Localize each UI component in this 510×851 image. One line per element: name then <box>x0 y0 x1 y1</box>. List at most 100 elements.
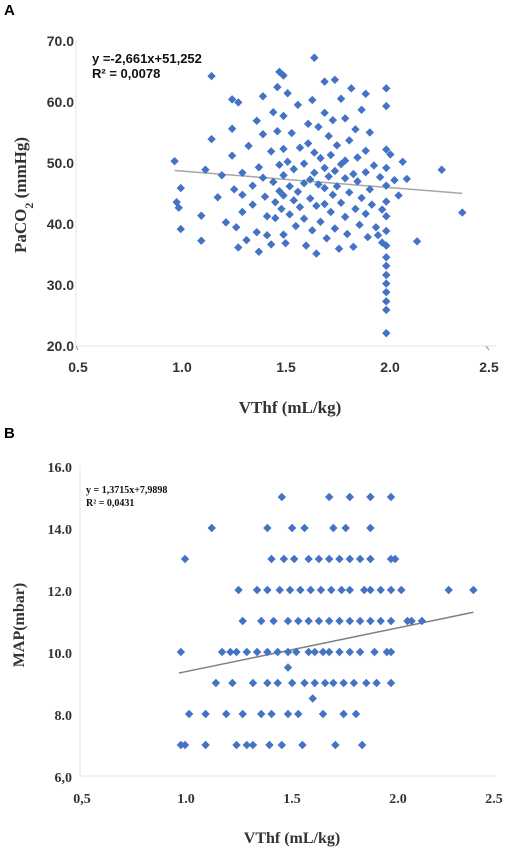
panel-b-point <box>339 678 348 688</box>
panel-a-point <box>349 169 358 179</box>
panel-a-x-tick-labels: 0.5 1.0 1.5 2.0 2.5 <box>68 359 499 375</box>
panel-a-point <box>361 167 370 177</box>
panel-a-point <box>320 183 329 193</box>
panel-b-point <box>357 740 367 750</box>
panel-b-points <box>176 492 478 750</box>
panel-a-point <box>377 205 387 214</box>
panel-a-point <box>371 223 381 232</box>
panel-b-point <box>234 585 243 595</box>
panel-b-point <box>267 554 276 564</box>
panel-b-point <box>263 647 272 657</box>
panel-b-point <box>292 647 301 657</box>
panel-a-point <box>275 160 284 170</box>
panel-a-point <box>285 210 294 219</box>
panel-b-point <box>390 554 400 564</box>
panel-b-point <box>310 678 319 688</box>
panel-a-point <box>328 115 338 125</box>
panel-a-point <box>382 101 391 111</box>
panel-a-point <box>324 131 333 141</box>
panel-b-point <box>362 678 371 688</box>
panel-a-point <box>227 95 237 104</box>
panel-a-point <box>382 145 391 154</box>
panel-a-point <box>330 224 340 233</box>
panel-b-point <box>355 647 365 657</box>
panel-a-point <box>279 71 288 80</box>
panel-a-point <box>217 171 227 180</box>
panel-b-point <box>232 647 241 657</box>
panel-b-point <box>279 554 289 564</box>
panel-b-x-tick-label: 2.0 <box>389 792 407 807</box>
panel-b-point <box>211 678 221 688</box>
panel-a-point <box>234 243 243 252</box>
panel-b-point <box>370 647 379 657</box>
panel-a-point <box>273 126 282 136</box>
panel-b-point <box>263 523 272 533</box>
panel-a-point <box>345 136 354 145</box>
panel-a-point <box>285 182 294 191</box>
panel-a-point <box>357 193 366 203</box>
panel-a-point <box>273 82 282 92</box>
panel-b-point <box>318 647 328 657</box>
panel-a-point <box>332 182 342 191</box>
panel-a-point <box>320 199 329 209</box>
panel-b-point <box>376 616 385 626</box>
panel-a-point <box>306 175 315 184</box>
panel-b-point <box>366 585 375 595</box>
panel-b-point <box>283 709 293 719</box>
panel-a-point <box>176 224 185 234</box>
panel-a-point <box>437 165 446 174</box>
panel-a-x-tick-label: 0.5 <box>68 359 88 375</box>
panel-b-point <box>386 585 396 595</box>
panel-a-point <box>299 214 309 223</box>
panel-b-point <box>184 709 194 719</box>
panel-a-point <box>238 190 247 200</box>
panel-b-point <box>238 709 247 719</box>
panel-a-point <box>386 150 395 159</box>
panel-a-point <box>382 261 391 271</box>
panel-b-point <box>366 554 375 564</box>
panel-b-point <box>287 523 297 533</box>
panel-b-plot-area <box>79 466 496 777</box>
panel-a-point <box>176 183 185 193</box>
panel-a-point <box>269 177 278 187</box>
panel-b-label: B <box>4 425 15 442</box>
panel-b-point <box>263 678 272 688</box>
panel-a-point <box>330 166 340 176</box>
panel-a-point <box>248 200 257 209</box>
panel-b-point <box>275 585 284 595</box>
panel-a-point <box>382 84 391 93</box>
panel-a-point <box>266 147 276 156</box>
panel-a-point <box>382 253 391 262</box>
panel-a-point <box>308 95 317 105</box>
panel-b-point <box>228 678 237 688</box>
panel-a-point <box>299 159 309 168</box>
panel-a-point <box>310 148 319 157</box>
panel-a-point <box>367 200 377 209</box>
panel-a-point <box>382 212 391 221</box>
panel-b-point <box>386 492 396 502</box>
panel-a-point <box>398 157 407 166</box>
panel-a-point <box>258 173 268 182</box>
panel-a-x-tick-label: 1.5 <box>276 359 296 375</box>
panel-a-point <box>353 153 362 162</box>
panel-b-point <box>283 616 293 626</box>
panel-b-point <box>345 616 354 626</box>
panel-b-point <box>341 523 350 533</box>
panel-b-point <box>316 585 326 595</box>
panel-a-point <box>229 185 239 194</box>
panel-b-point <box>267 709 276 719</box>
panel-b-point <box>252 647 262 657</box>
panel-a-point <box>343 229 352 239</box>
panel-a: A 70.0 60.0 50.0 40.0 30.0 20.0 0.5 1.0 … <box>4 2 499 417</box>
panel-b-equation: y = 1,3715x+7,9898 <box>86 485 167 496</box>
panel-b-point <box>285 585 295 595</box>
panel-a-x-tick-label: 2.5 <box>479 359 499 375</box>
panel-b-point <box>217 647 227 657</box>
panel-a-point <box>221 218 231 227</box>
panel-a-point <box>365 185 375 194</box>
panel-b-x-tick-label: 1.0 <box>177 792 195 807</box>
panel-a-point <box>279 191 288 200</box>
panel-b-point <box>345 585 354 595</box>
panel-a-point <box>330 75 340 84</box>
panel-a-point <box>303 139 313 148</box>
